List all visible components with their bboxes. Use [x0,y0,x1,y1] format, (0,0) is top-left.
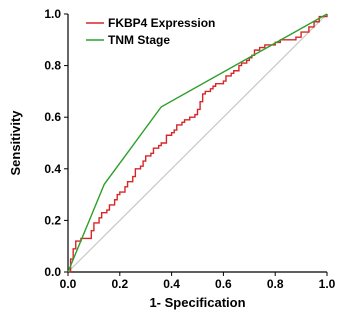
reference-line-layer [67,13,328,273]
y-tick-label: 0.2 [44,213,61,227]
x-tick-label: 0.4 [163,277,180,291]
y-axis-label: Sensitivity [8,110,23,176]
series-line-fkbp4 [68,14,328,273]
legend-label-fkbp4: FKBP4 Expression [108,16,215,30]
y-tick-label: 1.0 [44,7,61,21]
x-tick-label: 0.6 [215,277,232,291]
legend-label-tnm: TNM Stage [108,33,170,47]
y-tick-label: 0.0 [44,265,61,279]
y-tick-label: 0.6 [44,110,61,124]
ticks-layer: 0.0 0.2 0.4 0.6 0.8 1.0 0.0 0.2 0.4 0.6 0.8 1.0 [44,7,335,291]
y-tick-label: 0.8 [44,59,61,73]
x-tick-label: 0.8 [267,277,284,291]
plot-frame [67,14,327,273]
series-layer [67,13,328,273]
x-axis-label: 1- Specification [149,295,245,310]
series-line-tnm [67,13,328,273]
x-tick-label: 0.2 [111,277,128,291]
x-tick-label: 0.0 [60,277,77,291]
y-tick-label: 0.4 [44,162,61,176]
reference-diagonal [67,13,328,273]
x-tick-label: 1.0 [319,277,336,291]
legend: FKBP4 Expression TNM Stage [86,16,215,47]
